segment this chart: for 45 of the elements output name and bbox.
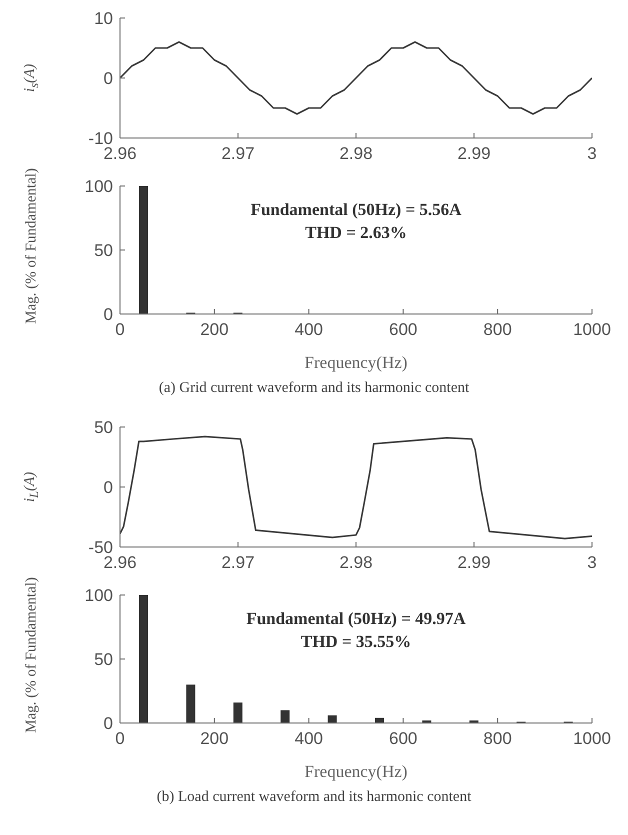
- line-series: [120, 436, 592, 540]
- text: (b) Load current waveform and its harmonic content: [156, 789, 472, 806]
- annotation: Fundamental (50Hz) = 5.56A: [250, 199, 462, 221]
- bar: [186, 684, 196, 723]
- y-tick-label: 100: [84, 177, 113, 196]
- x-tick-label: 2.97: [221, 553, 255, 572]
- bar: [280, 710, 290, 723]
- x-tick-label: 3: [587, 553, 597, 572]
- y-tick-label: 100: [84, 586, 113, 606]
- x-tick-label: 2.99: [457, 553, 491, 572]
- x-tick-label: 200: [200, 320, 229, 340]
- x-tick-label: 3: [587, 144, 597, 164]
- x-tick-label: 1000: [573, 729, 611, 748]
- text: (a) Grid current waveform and its harmonic content: [158, 380, 470, 397]
- annotation: THD = 2.63%: [304, 222, 408, 244]
- y-tick-label: 50: [94, 650, 113, 670]
- x-tick-label: 400: [294, 729, 323, 748]
- x-tick-label: 400: [294, 320, 323, 340]
- y-tick-label: 50: [94, 418, 113, 438]
- bar: [233, 702, 242, 723]
- y-tick-label: 0: [104, 478, 113, 498]
- x-tick-label: 2.98: [339, 553, 373, 572]
- x-tick-label: 200: [200, 729, 229, 748]
- x-axis-title: Frequency(Hz): [304, 762, 408, 781]
- y-axis-title: Mag. (% of Fundamental): [24, 577, 40, 733]
- x-tick-label: 2.97: [221, 144, 255, 164]
- x-tick-label: 1000: [573, 320, 611, 340]
- y-tick-label: 0: [104, 714, 113, 734]
- bar: [139, 595, 148, 723]
- x-axis-title: Frequency(Hz): [304, 353, 408, 372]
- annotation: THD = 35.55%: [300, 631, 412, 653]
- x-tick-label: 800: [483, 729, 512, 748]
- x-tick-label: 2.98: [339, 144, 373, 164]
- x-tick-label: 600: [389, 320, 418, 340]
- annotation: Fundamental (50Hz) = 49.97A: [245, 608, 467, 630]
- y-tick-label: 0: [104, 305, 113, 324]
- y-tick-label: 50: [94, 241, 113, 260]
- y-tick-label: 10: [94, 9, 113, 28]
- bar: [328, 715, 337, 723]
- line-series: [120, 41, 592, 115]
- y-tick-label: 0: [104, 69, 113, 88]
- y-axis-title: Mag. (% of Fundamental): [24, 168, 40, 324]
- x-tick-label: 600: [389, 729, 418, 748]
- x-tick-label: 800: [483, 320, 512, 340]
- x-tick-label: 2.99: [457, 144, 491, 164]
